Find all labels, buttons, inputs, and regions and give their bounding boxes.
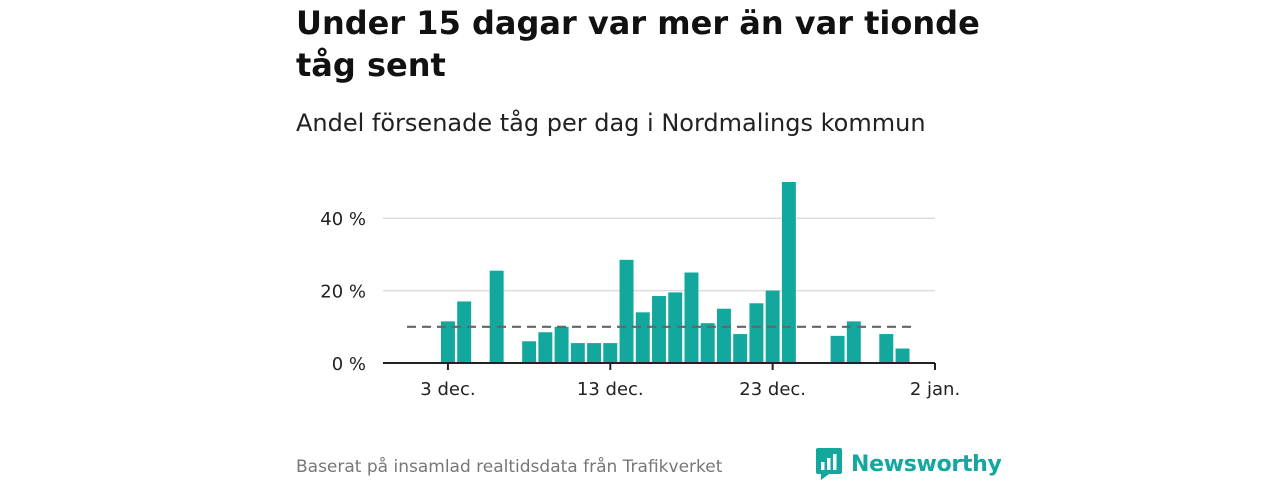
- x-tick-label: 23 dec.: [739, 379, 806, 400]
- grid-lines: [383, 217, 935, 292]
- bar: [846, 321, 861, 363]
- bar: [554, 326, 569, 363]
- bar: [652, 296, 666, 363]
- x-tick-label: 13 dec.: [577, 379, 644, 400]
- bar: [700, 323, 715, 363]
- brand-logo: Newsworthy: [815, 446, 1002, 482]
- bar: [457, 301, 472, 363]
- brand-name: Newsworthy: [851, 451, 1002, 477]
- bar: [668, 292, 683, 363]
- bar: [895, 348, 910, 363]
- bar: [489, 270, 504, 363]
- bar: [716, 308, 731, 363]
- bar: [781, 182, 796, 363]
- bar: [619, 259, 634, 363]
- bar: [440, 321, 455, 363]
- bar: [684, 272, 699, 363]
- bar: [733, 334, 748, 363]
- y-tick-label: 20 %: [320, 282, 366, 303]
- bars: [440, 182, 910, 363]
- bar: [879, 334, 894, 363]
- source-note: Baserat på insamlad realtidsdata från Tr…: [296, 457, 723, 477]
- bar: [522, 341, 537, 363]
- bar: [570, 343, 585, 363]
- bar: [587, 343, 602, 363]
- bar: [603, 343, 618, 363]
- chart-subtitle: Andel försenade tåg per dag i Nordmaling…: [296, 109, 926, 137]
- y-tick-label: 40 %: [320, 209, 366, 230]
- bar: [749, 303, 764, 363]
- x-tick-label: 3 dec.: [420, 379, 475, 400]
- bar: [538, 332, 553, 363]
- bar: [635, 312, 650, 363]
- axes: 0 % 20 % 40 % 3 dec. 13 dec. 23 dec. 2 jan.: [320, 209, 960, 400]
- y-tick-label: 0 %: [332, 354, 366, 375]
- newsworthy-bar-chart-icon: [816, 448, 842, 480]
- bar: [830, 335, 845, 363]
- chart-title: Under 15 dagar var mer än var tionde tåg…: [296, 4, 980, 84]
- bar-chart: 0 % 20 % 40 % 3 dec. 13 dec. 23 dec. 2 jan.: [320, 182, 960, 400]
- x-tick-label: 2 jan.: [910, 379, 960, 400]
